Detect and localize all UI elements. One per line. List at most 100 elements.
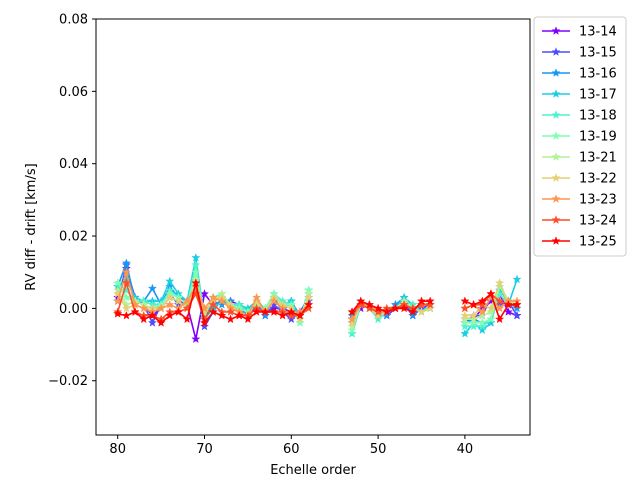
y-axis-label: RV diff - drift [km/s]: [24, 163, 39, 290]
data-point: [286, 307, 296, 316]
data-point: [460, 310, 470, 320]
data-point: [416, 307, 427, 316]
legend-box: [533, 16, 627, 257]
data-point: [486, 307, 496, 316]
legend-item: 13-15: [542, 46, 617, 61]
data-point: [486, 289, 496, 298]
series-line: [351, 300, 431, 313]
data-point: [165, 276, 175, 286]
legend-item: 13-25: [542, 235, 617, 250]
data-point: [191, 260, 201, 269]
legend-marker: [551, 47, 561, 56]
data-point: [512, 310, 522, 320]
data-point: [486, 303, 496, 313]
data-point: [121, 267, 131, 277]
data-point: [477, 325, 487, 334]
data-point: [416, 296, 427, 306]
data-point: [199, 321, 210, 331]
data-point: [460, 321, 470, 331]
y-tick-label: 0.00: [59, 302, 88, 317]
data-point: [495, 278, 505, 287]
data-point: [364, 299, 374, 309]
data-point: [156, 318, 166, 327]
data-point: [512, 303, 522, 313]
data-point: [182, 314, 192, 324]
data-point: [347, 318, 357, 327]
legend-item: 13-23: [542, 193, 617, 208]
data-point: [425, 299, 435, 309]
data-point: [460, 303, 470, 313]
data-point: [191, 334, 201, 344]
data-point: [382, 307, 392, 316]
data-point: [173, 296, 183, 306]
legend-item: 13-22: [542, 172, 617, 187]
data-point: [477, 307, 487, 316]
data-point: [269, 296, 279, 306]
legend-marker: [551, 152, 561, 161]
legend-marker: [551, 89, 561, 98]
data-point: [373, 314, 383, 324]
data-point: [399, 303, 409, 313]
legend-item: 13-21: [542, 151, 617, 166]
legend-marker: [551, 68, 561, 77]
data-point: [512, 299, 522, 309]
data-point: [469, 310, 479, 320]
data-point: [347, 328, 357, 338]
data-point: [278, 310, 288, 320]
legend-label: 13-25: [579, 235, 617, 250]
data-point: [165, 292, 175, 302]
data-point: [503, 299, 513, 309]
data-point: [173, 307, 183, 316]
x-axis-ticks: 80 70 60 50 40: [109, 435, 473, 457]
data-point: [364, 303, 374, 313]
data-point: [373, 303, 383, 313]
data-point: [165, 299, 175, 309]
series-layer: [113, 252, 522, 344]
data-point: [416, 299, 427, 309]
legend-marker: [551, 173, 561, 182]
y-tick-label: 0.08: [59, 13, 88, 28]
data-point: [460, 328, 470, 338]
data-point: [373, 310, 383, 320]
data-point: [295, 314, 305, 324]
x-tick-label: 40: [457, 442, 474, 457]
legend-item: 13-14: [542, 25, 617, 40]
data-point: [295, 310, 305, 320]
legend-item: 13-18: [542, 109, 617, 124]
data-point: [165, 310, 175, 320]
data-point: [469, 314, 479, 324]
data-point: [460, 318, 470, 327]
data-point: [425, 296, 435, 306]
data-point: [269, 307, 279, 316]
data-point: [208, 307, 218, 316]
data-point: [373, 307, 383, 316]
data-point: [495, 303, 505, 313]
x-tick-label: 80: [109, 442, 126, 457]
data-point: [121, 292, 131, 302]
data-point: [356, 296, 366, 306]
legend-marker: [551, 110, 561, 119]
legend-item: 13-24: [542, 214, 617, 229]
data-point: [121, 310, 131, 320]
legend-marker: [551, 26, 561, 35]
data-point: [226, 307, 236, 316]
data-point: [295, 318, 305, 327]
data-point: [477, 296, 487, 306]
data-point: [425, 303, 435, 313]
y-axis-ticks: −0.02 0.00 0.02 0.04 0.06 0.08: [48, 13, 96, 389]
data-point: [252, 292, 262, 302]
legend-marker: [551, 236, 561, 245]
data-point: [252, 307, 262, 316]
data-point: [477, 318, 487, 327]
data-point: [512, 274, 522, 284]
data-point: [347, 321, 357, 331]
data-point: [217, 296, 227, 306]
legend-item: 13-17: [542, 88, 617, 103]
legend-label: 13-15: [579, 46, 617, 61]
data-point: [191, 252, 201, 262]
legend-label: 13-16: [579, 67, 617, 82]
data-point: [208, 299, 218, 309]
data-point: [113, 309, 123, 318]
legend-label: 13-18: [579, 109, 617, 124]
